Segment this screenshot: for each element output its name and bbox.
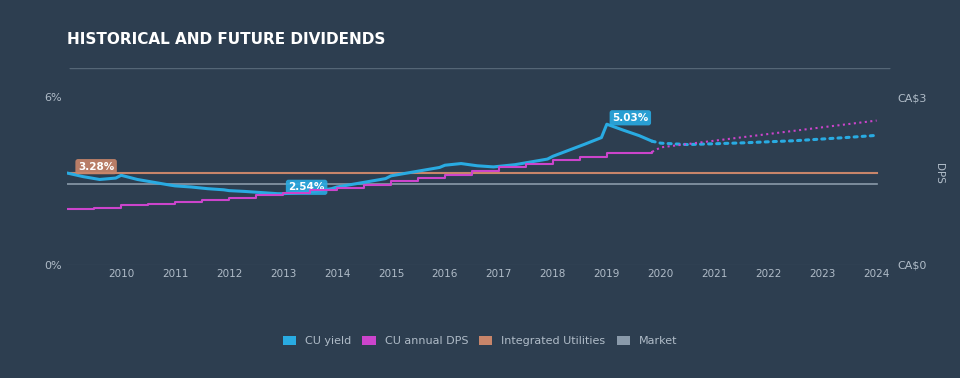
Legend: CU yield, CU annual DPS, Integrated Utilities, Market: CU yield, CU annual DPS, Integrated Util… — [282, 336, 678, 346]
Text: HISTORICAL AND FUTURE DIVIDENDS: HISTORICAL AND FUTURE DIVIDENDS — [67, 32, 386, 47]
Text: 2.54%: 2.54% — [288, 182, 324, 192]
Y-axis label: DPS: DPS — [934, 163, 944, 184]
Text: 5.03%: 5.03% — [612, 113, 648, 123]
Text: 3.28%: 3.28% — [78, 162, 114, 172]
